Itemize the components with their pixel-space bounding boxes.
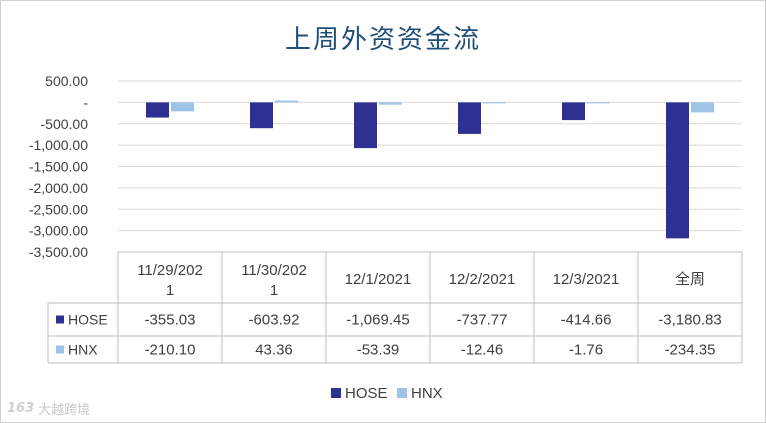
- bar-hnx: [587, 102, 610, 104]
- data-label: -1,069.45: [346, 312, 409, 329]
- data-label: -414.66: [561, 312, 612, 329]
- table-series-name: HOSE: [68, 312, 108, 328]
- data-label: -234.35: [665, 342, 716, 359]
- y-tick-label: -500.00: [41, 116, 89, 132]
- x-tick-label: 12/3/2021: [553, 271, 620, 288]
- bar-hnx: [171, 102, 194, 112]
- data-label: -1.76: [569, 342, 603, 359]
- x-tick-label: 12/2/2021: [449, 271, 516, 288]
- table-legend-key: [56, 315, 64, 324]
- data-label: -53.39: [357, 342, 400, 359]
- bar-hose: [354, 102, 377, 149]
- watermark: 163 大越跨境: [7, 399, 90, 418]
- table-legend-key: [56, 345, 64, 354]
- legend-label: HOSE: [345, 385, 388, 402]
- bar-hose: [146, 102, 169, 118]
- y-tick-label: -: [83, 94, 88, 110]
- data-label: -12.46: [461, 342, 504, 359]
- data-label: -737.77: [457, 312, 508, 329]
- data-label: 43.36: [255, 342, 293, 359]
- bar-hose: [562, 102, 585, 121]
- watermark-logo: 163: [7, 401, 35, 416]
- data-label: -603.92: [249, 312, 300, 329]
- x-tick-label: 11/29/202: [137, 262, 203, 279]
- bar-hose: [250, 102, 273, 129]
- data-label: -210.10: [145, 342, 196, 359]
- data-label: -355.03: [145, 312, 196, 329]
- y-tick-label: 500.00: [45, 73, 88, 89]
- y-tick-label: -3,500.00: [29, 244, 88, 260]
- bar-hnx: [379, 102, 402, 105]
- data-label: -3,180.83: [658, 312, 721, 329]
- legend-key: [397, 388, 407, 398]
- table-series-name: HNX: [68, 342, 98, 358]
- x-tick-label: 12/1/2021: [345, 271, 412, 288]
- legend-label: HNX: [411, 385, 443, 402]
- y-tick-label: -2,500.00: [29, 201, 88, 217]
- legend-key: [331, 388, 341, 398]
- y-tick-label: -1,000.00: [29, 137, 88, 153]
- bar-hose: [458, 102, 481, 134]
- watermark-text: 大越跨境: [38, 403, 91, 418]
- y-tick-label: -3,000.00: [29, 223, 88, 239]
- bar-hose: [666, 102, 689, 239]
- chart-title: 上周外资资金流: [284, 25, 481, 54]
- bar-hnx: [691, 102, 714, 113]
- x-tick-label: 11/30/202: [241, 262, 307, 279]
- x-tick-label: 1: [166, 282, 174, 299]
- x-tick-label: 1: [270, 282, 278, 299]
- bar-hnx: [275, 100, 298, 103]
- bar-hnx: [483, 102, 506, 104]
- y-tick-label: -1,500.00: [29, 159, 88, 175]
- x-tick-label: 全周: [675, 270, 705, 288]
- y-tick-label: -2,000.00: [29, 180, 88, 196]
